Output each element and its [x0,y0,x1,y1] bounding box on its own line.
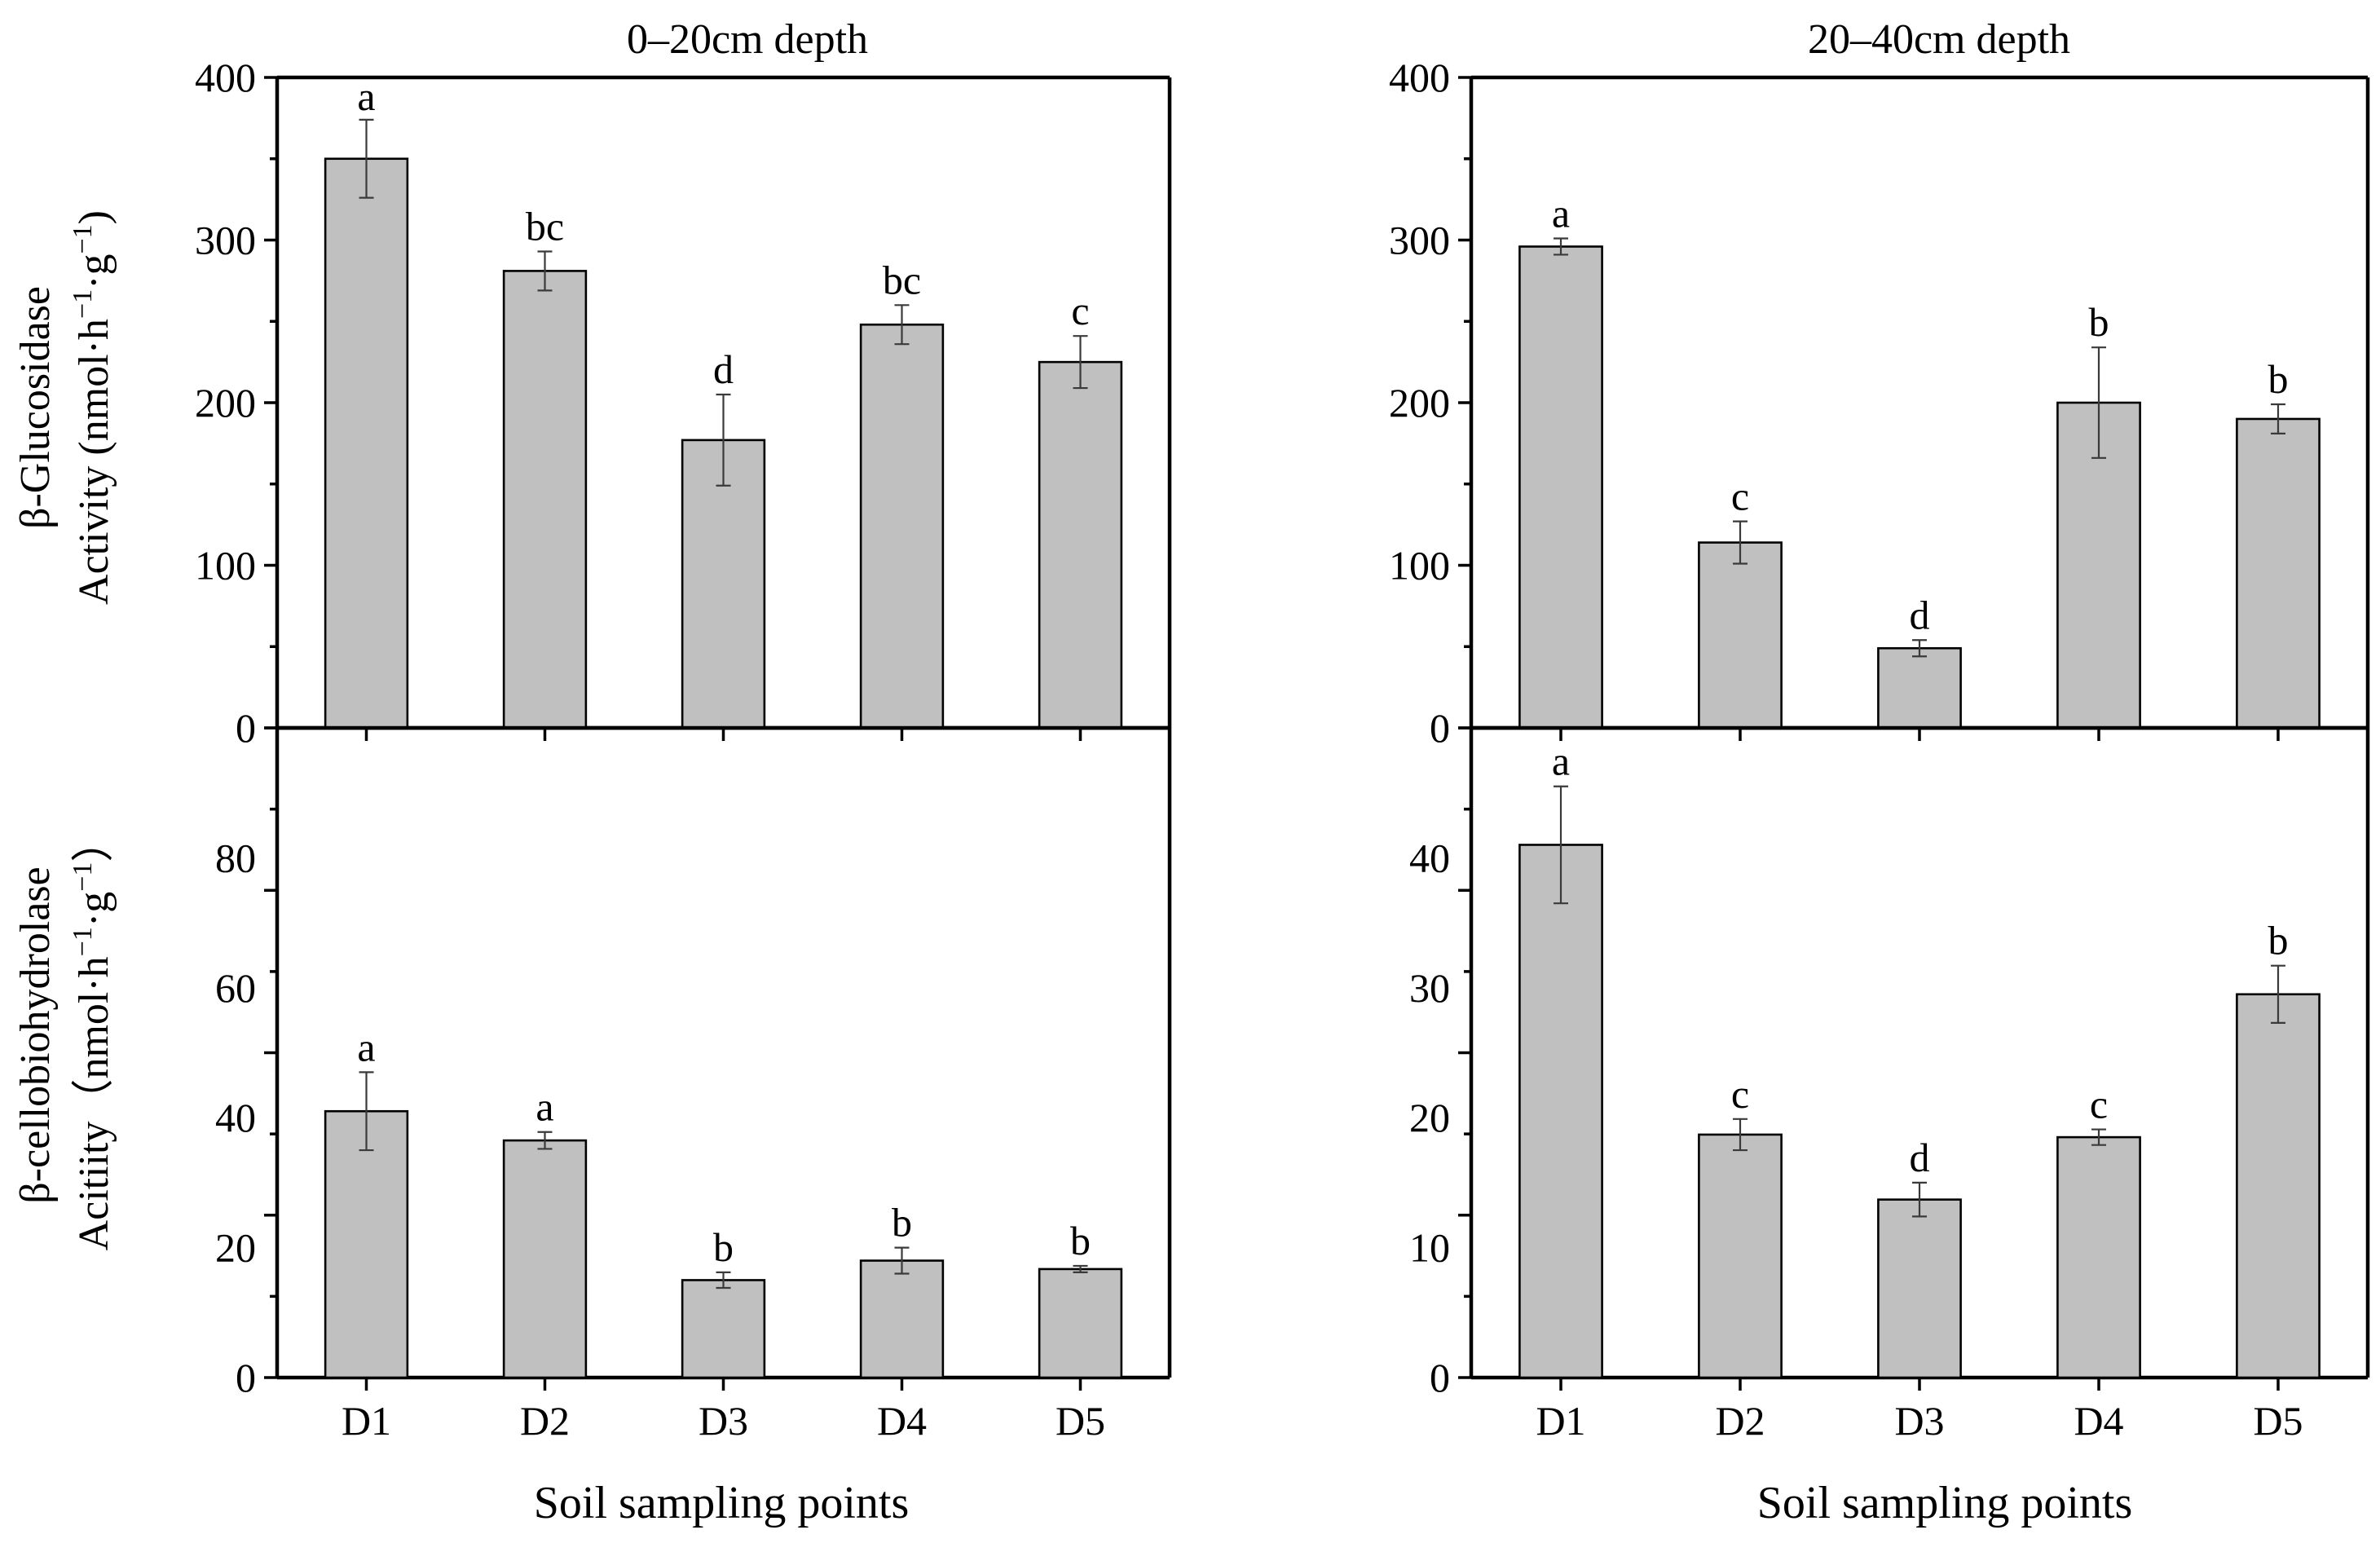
bar-D1 [1518,844,1603,1379]
panel-title-top-left: 0–20cm depth [627,16,868,63]
y-tick-label: 20 [215,1225,256,1271]
significance-label-D5: b [2268,356,2289,402]
y-tick-label: 100 [195,543,256,589]
bar-D2 [502,1139,588,1379]
y-label-top-sup2: −1 [68,224,98,254]
chart-panel-4: 0 10 20 30 40 a D1 c D2 d D3 c D4 b D5 [1409,725,2370,1444]
significance-label-D5: c [1071,288,1089,333]
y-label-top-suffix: ) [71,210,117,224]
y-tick-label: 20 [1409,1095,1450,1140]
bar-D2 [502,270,588,730]
bar-D4 [859,1259,945,1379]
bar-D5 [2236,993,2320,1379]
bar-D3 [1877,1198,1962,1379]
y-label-top-mid: ·g [71,254,117,289]
bar-D3 [681,439,766,730]
significance-label-D4: b [2089,299,2109,345]
y-axis-label-bottom-line1: β-cellobiohydrolase [12,866,59,1203]
x-axis-label-left: Soil sampling points [534,1478,910,1528]
y-label-bottom-prefix: Acitiity（nmol·h [71,956,117,1250]
significance-label-D5: b [2268,918,2289,963]
y-tick-label: 80 [215,835,256,880]
chart-panel-1: 0 100 200 300 400 a bc d bc c [195,55,1172,751]
bar-D5 [1038,360,1123,730]
bar-D1 [324,157,409,730]
significance-label-D1: a [357,73,375,119]
y-axis-label-bottom: β-cellobiohydrolase Acitiity（nmol·h−1·g−… [12,820,117,1251]
y-tick-label: 40 [1409,835,1450,880]
y-tick-label: 60 [215,965,256,1011]
y-axis-label-bottom-line2: Acitiity（nmol·h−1·g−1） [68,820,117,1251]
significance-label-D4: b [892,1200,912,1246]
x-tick-label-D3: D3 [1894,1398,1944,1444]
panel-title-top-right: 20–40cm depth [1808,16,2070,63]
significance-label-D1: a [357,1024,375,1069]
y-tick-label: 30 [1409,965,1450,1011]
y-tick-label: 0 [1430,705,1450,751]
x-tick-label-D1: D1 [342,1398,391,1444]
bar-D2 [1698,1133,1783,1379]
bar-D1 [324,1109,409,1379]
significance-label-D3: d [713,346,734,392]
bar-D5 [1038,1268,1123,1379]
y-tick-label: 200 [195,380,256,425]
bar-D4 [2056,1135,2141,1379]
y-tick-label: 0 [236,705,256,751]
significance-label-D1: a [1552,739,1570,784]
y-tick-label: 40 [215,1095,256,1140]
x-tick-label-D4: D4 [877,1398,927,1444]
y-tick-label: 0 [1430,1355,1450,1400]
y-label-top-sup1: −1 [68,289,98,319]
significance-label-D2: bc [526,203,564,249]
y-label-bottom-mid: ·g [71,892,117,927]
y-axis-label-top: β-Glucosidase Activity (nmol·h−1·g−1) [12,210,117,605]
y-axis-label-top-line1: β-Glucosidase [12,286,59,529]
x-tick-label-D2: D2 [520,1398,570,1444]
x-tick-label-D2: D2 [1715,1398,1765,1444]
significance-label-D3: b [713,1224,734,1270]
chart-panel-2: 0 100 200 300 400 a c d b b [1389,55,2370,751]
y-label-bottom-sup1: −1 [68,927,98,956]
y-label-bottom-sup2: −1 [68,862,98,892]
y-label-top-prefix: Activity (nmol·h [71,319,117,605]
x-tick-label-D4: D4 [2074,1398,2123,1444]
chart-panel-3: 0 20 40 60 80 a D1 a D2 b D3 b D4 b D5 [215,725,1172,1444]
y-tick-label: 10 [1409,1225,1450,1271]
bar-D3 [1877,646,1962,730]
bar-D4 [859,323,945,730]
bar-D1 [1518,245,1603,730]
y-tick-label: 400 [195,55,256,100]
significance-label-D2: c [1731,1071,1749,1117]
y-label-bottom-suffix: ） [71,820,117,862]
y-axis-label-top-line2: Activity (nmol·h−1·g−1) [68,210,117,605]
significance-label-D3: d [1910,1135,1930,1180]
significance-label-D4: c [2090,1082,2108,1127]
bar-D2 [1698,541,1783,730]
x-tick-label-D5: D5 [2253,1398,2303,1444]
y-tick-label: 300 [1389,218,1450,263]
significance-label-D1: a [1552,191,1570,236]
x-tick-label-D5: D5 [1056,1398,1105,1444]
significance-label-D3: d [1910,592,1930,637]
x-tick-label-D3: D3 [699,1398,748,1444]
y-tick-label: 100 [1389,543,1450,589]
significance-label-D4: bc [883,257,921,302]
y-tick-label: 200 [1389,380,1450,425]
significance-label-D2: a [536,1084,553,1130]
y-tick-label: 0 [236,1355,256,1400]
x-tick-label-D1: D1 [1536,1398,1585,1444]
significance-label-D2: c [1731,474,1749,519]
bar-D3 [681,1279,766,1379]
significance-label-D5: b [1070,1218,1091,1263]
x-axis-label-right: Soil sampling points [1757,1478,2133,1528]
y-tick-label: 300 [195,218,256,263]
bar-D5 [2236,417,2320,730]
y-tick-label: 400 [1389,55,1450,100]
